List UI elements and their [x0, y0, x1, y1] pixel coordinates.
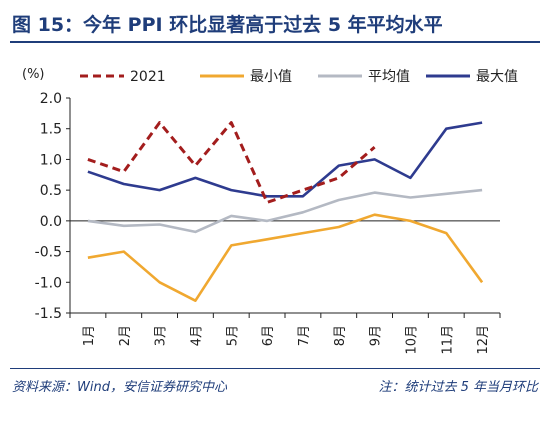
page-title: 图 15：今年 PPI 环比显著高于过去 5 年平均水平	[12, 14, 443, 36]
x-tick-label: 6月	[261, 325, 276, 346]
y-tick-label: 0.0	[40, 214, 62, 230]
x-tick-label: 9月	[369, 325, 384, 346]
legend-label: 最大值	[476, 69, 518, 85]
y-tick-label: -0.5	[35, 245, 62, 261]
title-bar: 图 15：今年 PPI 环比显著高于过去 5 年平均水平	[10, 7, 540, 43]
footer-divider	[10, 368, 540, 369]
legend-label: 2021	[130, 69, 166, 85]
x-tick-label: 2月	[118, 325, 133, 346]
line-chart: (%) -1.5 -1.0 -0.5 0.0 0.5 1.0 1.5 2.0 1月 2月 3月 4月 5月…	[22, 67, 518, 355]
x-tick-label: 11月	[440, 325, 455, 355]
y-tick-label: 1.5	[40, 122, 62, 138]
x-tick-label: 7月	[297, 325, 312, 346]
x-tick-label: 3月	[154, 325, 169, 346]
y-tick-label: 2.0	[40, 91, 62, 107]
series-line-平均值	[87, 188, 483, 234]
legend-label: 平均值	[368, 69, 410, 85]
series-line-最大值	[87, 121, 483, 198]
x-tick-label: 10月	[404, 325, 419, 355]
legend-label: 最小值	[250, 69, 292, 85]
y-axis-unit-label: (%)	[22, 67, 45, 82]
y-tick-label: 1.0	[40, 152, 62, 168]
x-tick-label: 5月	[225, 325, 240, 346]
source-note: 资料来源：Wind，安信证券研究中心	[12, 380, 227, 395]
footnote: 注：统计过去 5 年当月环比	[378, 380, 538, 395]
x-tick-label: 4月	[189, 325, 204, 346]
x-tick-label: 8月	[333, 325, 348, 346]
series-line-最小值	[87, 213, 484, 302]
y-tick-label: 0.5	[40, 183, 62, 199]
x-tick-label: 1月	[82, 325, 97, 346]
y-tick-label: -1.0	[35, 275, 62, 291]
series-line-2021	[87, 121, 376, 204]
y-tick-label: -1.5	[35, 306, 62, 322]
x-tick-label: 12月	[476, 325, 491, 355]
